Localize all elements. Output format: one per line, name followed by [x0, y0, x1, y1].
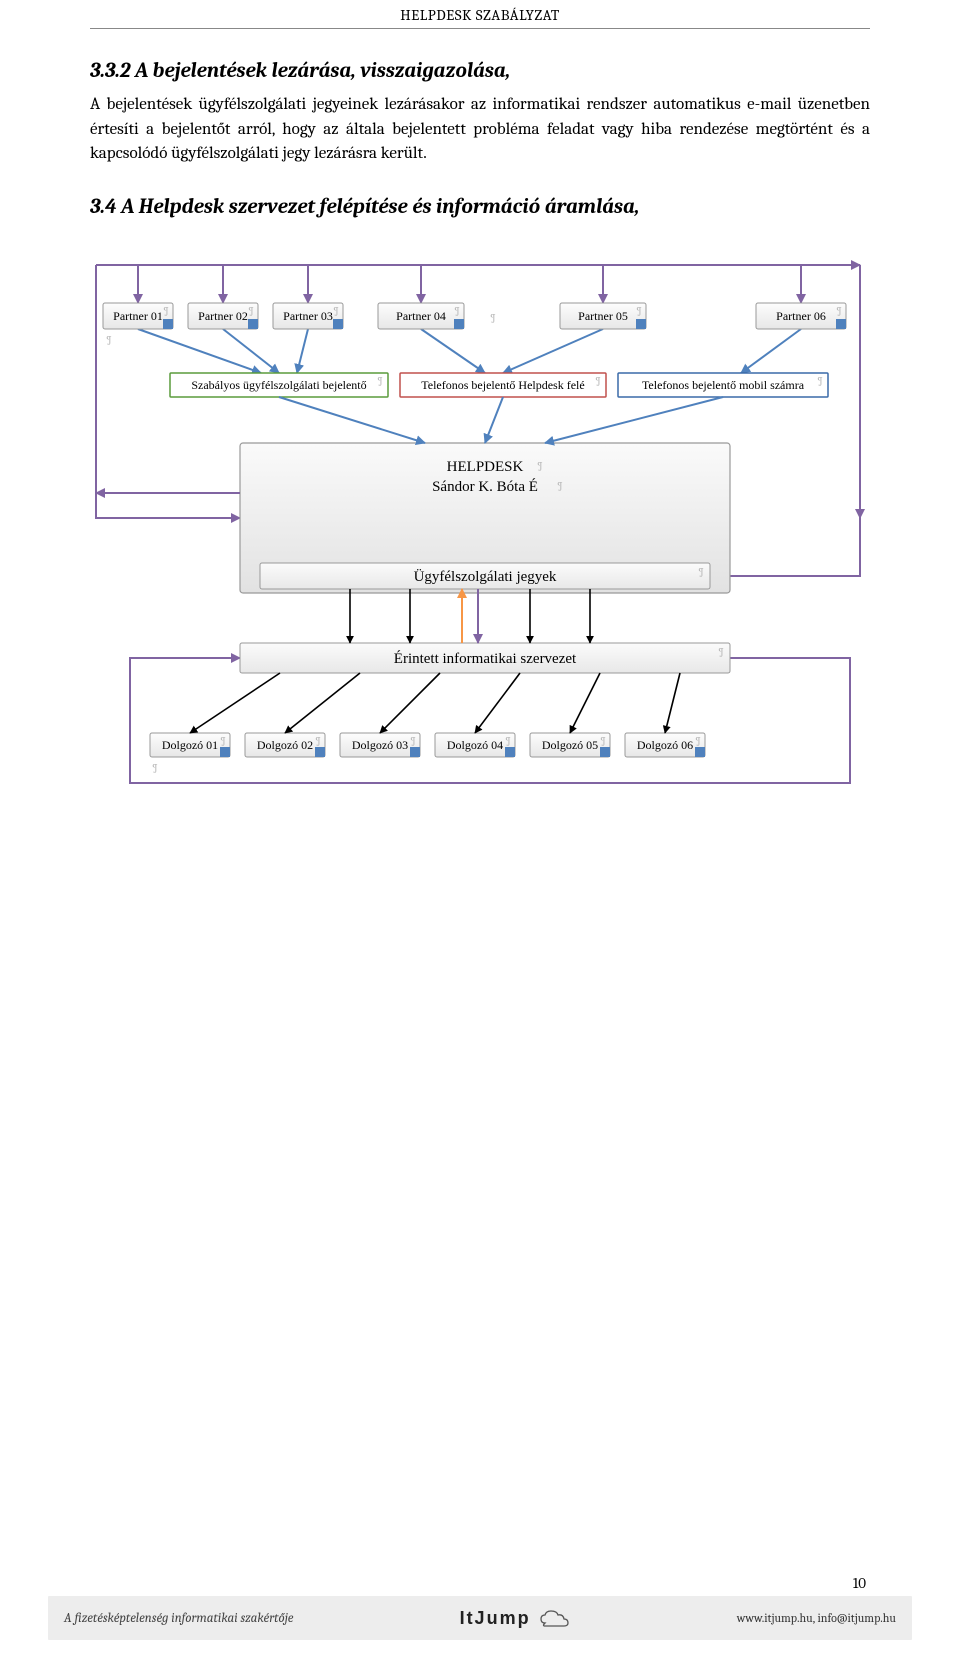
svg-text:¶: ¶ [695, 735, 701, 747]
svg-text:¶: ¶ [557, 480, 563, 492]
svg-text:Dolgozó 01: Dolgozó 01 [162, 738, 218, 752]
svg-text:¶: ¶ [152, 762, 158, 774]
svg-text:¶: ¶ [315, 735, 321, 747]
footer: 10 A fizetésképtelenség informatikai sza… [0, 1574, 960, 1640]
cloud-icon [537, 1607, 571, 1629]
svg-text:Telefonos bejelentő Helpdesk f: Telefonos bejelentő Helpdesk felé [421, 378, 584, 392]
svg-text:Sándor K. Bóta É: Sándor K. Bóta É [432, 478, 538, 495]
svg-text:HELPDESK: HELPDESK [447, 459, 524, 475]
body-332: A bejelentések ügyfélszolgálati jegyeine… [90, 93, 870, 167]
footer-logo: ItJump [460, 1607, 571, 1629]
svg-text:Ügyfélszolgálati jegyek: Ügyfélszolgálati jegyek [414, 568, 557, 585]
page-number: 10 [48, 1574, 912, 1592]
svg-text:¶: ¶ [248, 305, 254, 317]
svg-text:Dolgozó 03: Dolgozó 03 [352, 738, 408, 752]
svg-text:¶: ¶ [163, 305, 169, 317]
footer-contact: www.itjump.hu, info@itjump.hu [737, 1611, 896, 1625]
svg-text:¶: ¶ [836, 305, 842, 317]
svg-text:Partner 03: Partner 03 [283, 309, 333, 323]
svg-text:¶: ¶ [537, 460, 543, 472]
svg-text:Dolgozó 06: Dolgozó 06 [637, 738, 693, 752]
logo-text: ItJump [460, 1608, 531, 1629]
heading-332: 3.3.2 A bejelentések lezárása, visszaiga… [90, 59, 870, 83]
svg-text:Érintett informatikai szerveze: Érintett informatikai szervezet [394, 650, 577, 667]
footer-tagline: A fizetésképtelenség informatikai szakér… [64, 1611, 293, 1626]
svg-text:Partner 04: Partner 04 [396, 309, 446, 323]
svg-text:¶: ¶ [698, 566, 704, 578]
svg-text:¶: ¶ [595, 375, 601, 387]
running-header: HELPDESK SZABÁLYZAT [0, 0, 960, 28]
svg-text:¶: ¶ [220, 735, 226, 747]
org-flow-diagram: Partner 01¶Partner 02¶Partner 03¶Partner… [90, 243, 870, 803]
heading-34: 3.4 A Helpdesk szervezet felépítése és i… [90, 195, 870, 219]
svg-text:Partner 05: Partner 05 [578, 309, 628, 323]
svg-text:Partner 06: Partner 06 [776, 309, 826, 323]
svg-text:Dolgozó 02: Dolgozó 02 [257, 738, 313, 752]
svg-text:Szabályos ügyfélszolgálati bej: Szabályos ügyfélszolgálati bejelentő [191, 378, 366, 392]
svg-text:¶: ¶ [377, 375, 383, 387]
svg-text:¶: ¶ [817, 375, 823, 387]
svg-text:Partner 01: Partner 01 [113, 309, 163, 323]
svg-text:¶: ¶ [505, 735, 511, 747]
svg-text:Dolgozó 05: Dolgozó 05 [542, 738, 598, 752]
svg-text:¶: ¶ [410, 735, 416, 747]
page-content: 3.3.2 A bejelentések lezárása, visszaiga… [0, 29, 960, 803]
svg-text:¶: ¶ [333, 305, 339, 317]
svg-text:Dolgozó 04: Dolgozó 04 [447, 738, 503, 752]
svg-text:¶: ¶ [600, 735, 606, 747]
svg-text:Telefonos bejelentő mobil szám: Telefonos bejelentő mobil számra [642, 378, 805, 392]
svg-text:¶: ¶ [490, 312, 496, 324]
svg-text:Partner 02: Partner 02 [198, 309, 248, 323]
svg-text:¶: ¶ [106, 334, 112, 346]
svg-text:¶: ¶ [718, 646, 724, 658]
svg-text:¶: ¶ [636, 305, 642, 317]
svg-text:¶: ¶ [454, 305, 460, 317]
